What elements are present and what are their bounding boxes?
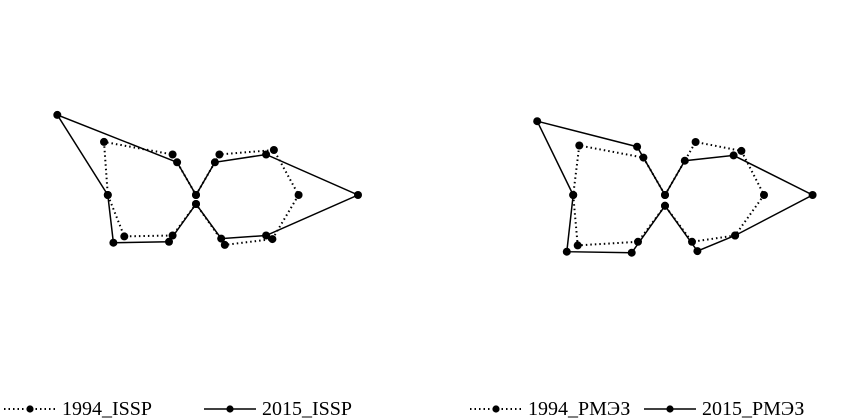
legend-item-2015-rmez: 2015_РМЭЗ: [644, 398, 804, 419]
data-point-2015_РМЭЗ-6: [661, 201, 669, 210]
data-point-2015_ISSP-6: [192, 200, 200, 208]
legend-marker: [226, 405, 234, 413]
data-point-2015_РМЭЗ-4: [731, 231, 740, 240]
data-point-2015_ISSP-11: [173, 158, 182, 167]
data-point-1994_ISSP-3: [294, 191, 303, 199]
data-point-1994_ISSP-4: [268, 235, 277, 244]
legend-label-2015-rmez: 2015_РМЭЗ: [702, 398, 804, 419]
data-point-2015_РМЭЗ-3: [808, 191, 817, 199]
data-point-2015_РМЭЗ-7: [627, 248, 636, 257]
data-point-2015_РМЭЗ-10: [533, 117, 542, 126]
legend-item-1994-rmez: 1994_РМЭЗ: [470, 398, 630, 419]
radar-chart-rmez: [533, 117, 817, 257]
data-point-1994_РМЭЗ-2: [737, 146, 746, 155]
legend-item-1994-issp: 1994_ISSP: [4, 398, 152, 419]
data-point-2015_РМЭЗ-0: [661, 191, 669, 199]
data-point-2015_ISSP-0: [192, 191, 200, 199]
data-point-2015_ISSP-8: [109, 238, 118, 247]
legend-marker: [26, 405, 34, 413]
data-point-2015_РМЭЗ-8: [562, 247, 571, 256]
legend-issp: 1994_ISSP 2015_ISSP: [4, 398, 352, 419]
data-point-1994_РМЭЗ-8: [573, 241, 582, 250]
data-point-2015_ISSP-7: [165, 237, 173, 246]
data-point-2015_ISSP-5: [217, 234, 226, 243]
data-point-2015_РМЭЗ-5: [693, 247, 702, 256]
legend-marker: [492, 405, 500, 413]
series-line-2015_ISSP: [55, 113, 360, 244]
legend-label-1994-rmez: 1994_РМЭЗ: [528, 398, 630, 419]
data-point-1994_ISSP-8: [120, 232, 129, 241]
data-point-2015_ISSP-9: [103, 191, 112, 199]
data-point-2015_ISSP-10: [53, 110, 62, 119]
data-point-1994_РМЭЗ-1: [691, 138, 700, 146]
radar-chart-issp: [53, 110, 362, 249]
data-point-2015_ISSP-3: [354, 191, 362, 199]
data-point-1994_РМЭЗ-10: [575, 141, 584, 150]
data-point-1994_ISSP-2: [269, 146, 278, 154]
data-point-1994_ISSP-10: [100, 137, 108, 146]
legend-marker: [666, 405, 674, 413]
legend-rmez: 1994_РМЭЗ 2015_РМЭЗ: [470, 398, 804, 419]
series-line-2015_РМЭЗ: [535, 120, 815, 254]
legend-label-2015-issp: 2015_ISSP: [262, 398, 352, 419]
series-line-1994_ISSP: [102, 140, 300, 246]
data-point-1994_ISSP-11: [168, 150, 177, 159]
data-point-2015_ISSP-2: [262, 150, 271, 159]
data-point-1994_ISSP-1: [215, 150, 224, 159]
legend-label-1994-issp: 1994_ISSP: [62, 398, 152, 419]
data-point-2015_РМЭЗ-11: [633, 142, 642, 151]
data-point-2015_РМЭЗ-9: [569, 191, 578, 199]
data-point-2015_ISSP-4: [262, 231, 271, 240]
data-point-2015_РМЭЗ-2: [729, 151, 738, 160]
data-point-1994_ISSP-5: [220, 240, 229, 249]
data-point-2015_РМЭЗ-1: [680, 156, 689, 165]
data-point-1994_РМЭЗ-3: [760, 191, 768, 199]
legend-item-2015-issp: 2015_ISSP: [204, 398, 352, 419]
data-point-2015_ISSP-1: [210, 158, 219, 167]
